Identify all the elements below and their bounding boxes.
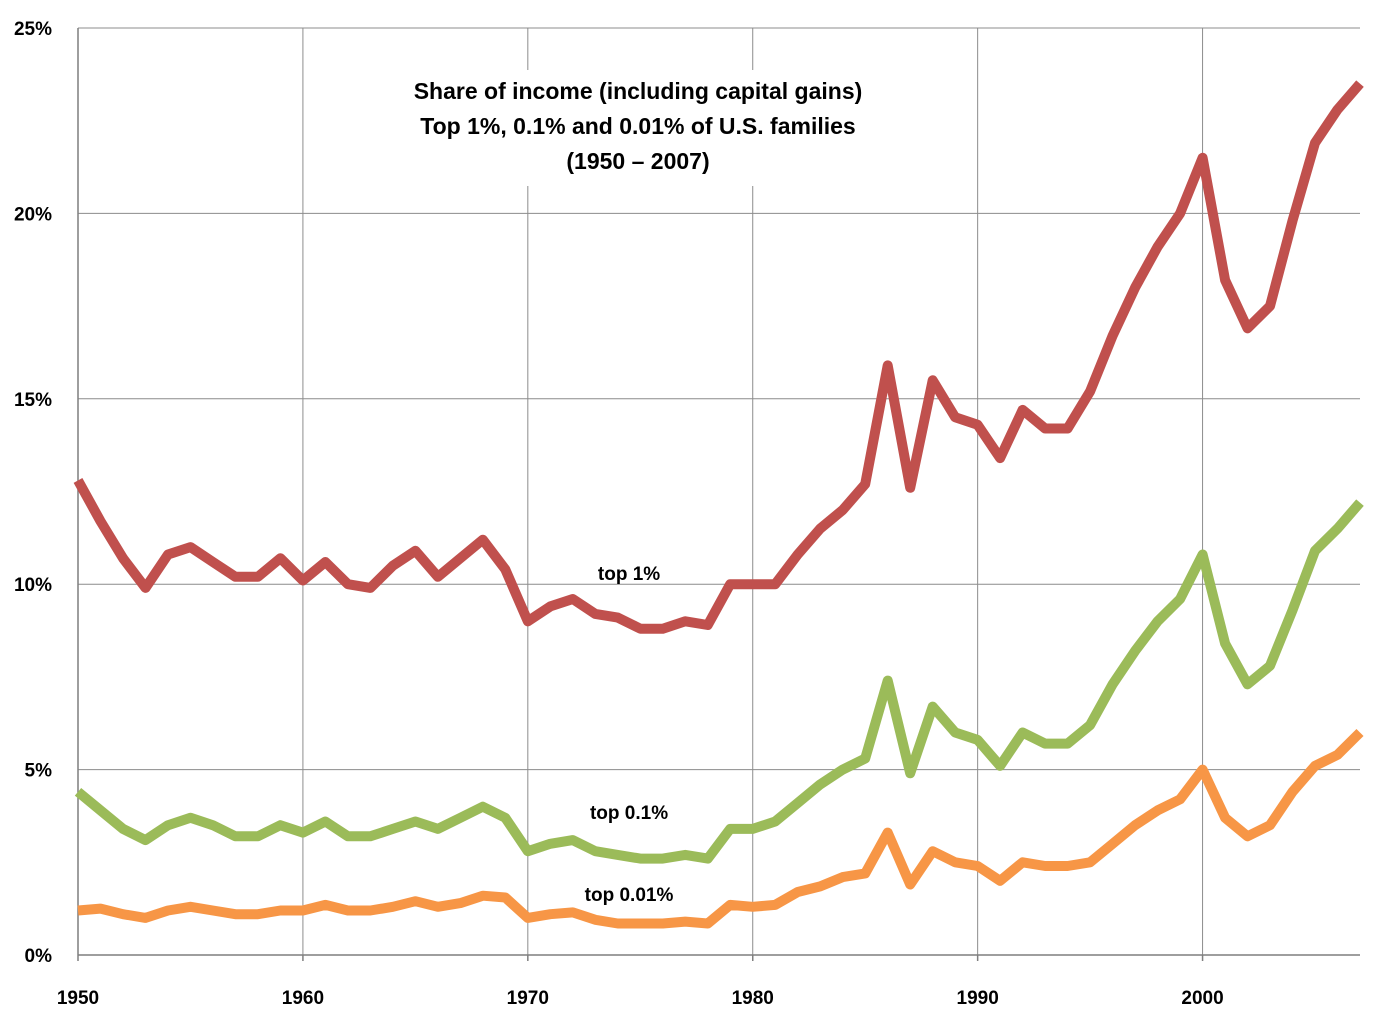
title-background [382,70,898,186]
y-tick-label: 20% [14,204,52,225]
series-labels: top 1% top 0.1% top 0.01% [585,564,674,906]
series-line-top-1 [73,80,1364,634]
x-tick-label: 2000 [1181,988,1223,1009]
title-line-1: Share of income (including capital gains… [414,78,863,104]
y-tick-label: 5% [25,761,53,782]
x-tick-label: 1970 [507,988,549,1009]
title-line-2: Top 1%, 0.1% and 0.01% of U.S. families [420,113,855,139]
series-label-top-0-1: top 0.1% [590,803,668,824]
series-line-top-0-1 [74,499,1364,864]
y-tick-label: 15% [14,390,52,411]
y-tick-label: 10% [14,575,52,596]
series-label-top-0-01: top 0.01% [585,885,674,906]
chart-title: Share of income (including capital gains… [382,70,898,186]
series-lines [73,80,1364,929]
y-tick-label: 25% [14,19,52,40]
axes: 0% 5% 10% 15% 20% 25% 1950 1960 1970 1980 1990 2000 [14,19,1360,1009]
series-label-top-1: top 1% [598,564,660,585]
y-tick-label: 0% [25,946,53,967]
x-tick-label: 1950 [57,988,99,1009]
series-line-top-0-01 [77,728,1364,929]
grid [78,27,1360,955]
x-tick-label: 1990 [957,988,999,1009]
x-tick-label: 1980 [732,988,774,1009]
title-line-3: (1950 – 2007) [566,148,709,174]
x-tick-label: 1960 [282,988,324,1009]
